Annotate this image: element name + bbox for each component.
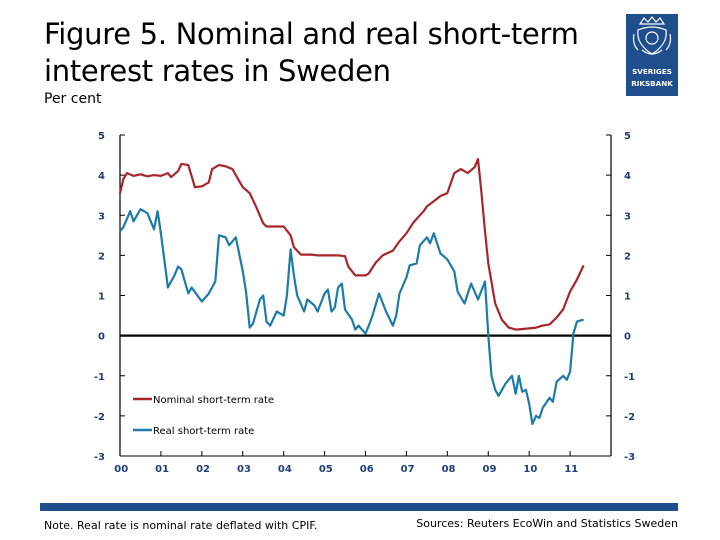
unit-label: Per cent [44,91,102,107]
y-tick-label-right: 0 [624,332,631,343]
y-tick-label-left: 4 [98,171,105,182]
x-tick-label: 08 [442,464,456,475]
footer-bar [40,503,678,511]
y-tick-label-right: -2 [624,412,635,423]
x-tick-label: 00 [114,464,128,475]
y-tick-label-right: -1 [624,372,635,383]
x-tick-label: 01 [155,464,169,475]
chart-sources: Sources: Reuters EcoWin and Statistics S… [416,517,678,530]
x-tick-label: 02 [196,464,210,475]
chart-legend: Nominal short-term rate Real short-term r… [133,395,274,437]
y-tick-label-left: 5 [98,131,105,142]
y-tick-label-right: 2 [624,251,631,262]
chart-series [118,158,585,425]
series-line-real [119,208,584,425]
chart-note: Note. Real rate is nominal rate deflated… [44,519,318,532]
y-tick-label-left: -1 [94,372,105,383]
logo-text-line2: RIKSBANK [631,79,673,88]
x-tick-label: 11 [564,464,578,475]
page-title: Figure 5. Nominal and real short-term in… [44,17,579,88]
y-tick-label-right: 4 [624,171,631,182]
series-line-nominal [118,158,585,331]
chart-axes: 5 54 43 32 21 10 0-1 -1-2 -2-3 -300 01 02 03 04 05 06 07… [94,131,635,475]
y-tick-label-left: 2 [98,251,105,262]
legend-label: Nominal short-term rate [153,395,274,406]
y-tick-label-right: -3 [624,452,635,463]
x-tick-label: 10 [523,464,537,475]
y-tick-label-left: 3 [98,211,105,222]
logo-text-line1: SVERIGES [632,67,672,76]
legend-label: Real short-term rate [153,426,254,437]
y-tick-label-left: 0 [98,332,105,343]
y-tick-label-right: 1 [624,292,631,303]
y-tick-label-right: 5 [624,131,631,142]
x-tick-label: 09 [483,464,497,475]
x-tick-label: 05 [319,464,333,475]
riksbank-crest-icon: SVERIGES RIKSBANK [626,14,678,96]
y-tick-label-right: 3 [624,211,631,222]
x-tick-label: 06 [360,464,374,475]
x-tick-label: 03 [237,464,251,475]
y-tick-label-left: -2 [94,412,105,423]
y-tick-label-left: -3 [94,452,105,463]
x-tick-label: 04 [278,464,292,475]
y-tick-label-left: 1 [98,292,105,303]
x-tick-label: 07 [401,464,415,475]
